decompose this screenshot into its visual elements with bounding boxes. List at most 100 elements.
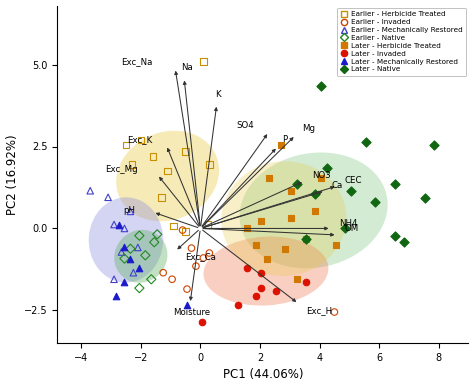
Point [127, 208, 134, 214]
Ellipse shape [239, 152, 388, 268]
Point [198, 319, 206, 325]
Point [430, 142, 438, 148]
Point [282, 246, 289, 252]
Point [317, 175, 325, 181]
Point [127, 255, 134, 262]
Point [371, 199, 378, 205]
Point [128, 161, 136, 168]
Point [136, 285, 143, 291]
Point [159, 270, 167, 276]
Point [127, 246, 134, 252]
Point [302, 236, 310, 242]
Ellipse shape [116, 131, 219, 221]
Point [206, 250, 213, 256]
Point [192, 263, 200, 269]
Y-axis label: PC2 (16.92%): PC2 (16.92%) [6, 134, 18, 215]
Point [362, 139, 370, 145]
Point [149, 153, 156, 159]
Point [302, 236, 310, 242]
Point [115, 221, 122, 228]
Point [293, 181, 301, 187]
Point [142, 252, 149, 259]
Point [121, 279, 128, 285]
Point [121, 225, 128, 231]
Ellipse shape [114, 230, 167, 283]
Point [277, 142, 284, 148]
Point [104, 194, 112, 200]
Point [164, 168, 172, 174]
Point [206, 161, 213, 168]
Text: Moisture: Moisture [173, 308, 210, 317]
Text: OM: OM [345, 224, 359, 233]
Point [121, 244, 128, 250]
Point [302, 279, 310, 285]
Ellipse shape [221, 161, 346, 276]
Text: P: P [283, 135, 287, 144]
Text: Exc_K: Exc_K [128, 135, 153, 144]
Point [136, 233, 143, 239]
Point [136, 265, 143, 272]
Point [110, 276, 118, 283]
Point [392, 181, 399, 187]
Point [121, 255, 128, 262]
Point [287, 188, 295, 194]
X-axis label: PC1 (44.06%): PC1 (44.06%) [223, 368, 303, 382]
Point [264, 255, 271, 262]
Point [317, 83, 325, 89]
Point [118, 249, 125, 255]
Point [129, 270, 137, 276]
Point [188, 245, 195, 251]
Point [110, 221, 118, 228]
Point [234, 302, 241, 308]
Text: NH4: NH4 [339, 219, 357, 228]
Point [200, 58, 207, 64]
Point [332, 242, 340, 248]
Point [112, 293, 119, 299]
Point [243, 265, 250, 272]
Point [293, 276, 301, 283]
Point [170, 223, 177, 229]
Text: pH: pH [123, 206, 135, 215]
Point [158, 194, 165, 200]
Ellipse shape [203, 236, 328, 306]
Point [134, 244, 142, 250]
Point [122, 142, 130, 148]
Point [258, 285, 265, 291]
Point [137, 137, 145, 143]
Point [200, 255, 207, 261]
Text: Exc_H: Exc_H [306, 306, 332, 315]
Ellipse shape [89, 197, 163, 283]
Point [265, 175, 273, 181]
Point [311, 191, 319, 197]
Point [347, 188, 355, 194]
Text: Exc_Ca: Exc_Ca [185, 252, 217, 261]
Point [182, 148, 189, 154]
Point [86, 188, 94, 194]
Point [252, 242, 259, 248]
Legend: Earlier - Herbicide Treated, Earlier - Invaded, Earlier - Mechanically Restored,: Earlier - Herbicide Treated, Earlier - I… [337, 8, 466, 76]
Text: Exc_Na: Exc_Na [121, 57, 153, 66]
Point [154, 231, 161, 238]
Point [421, 195, 429, 201]
Point [252, 293, 259, 299]
Point [183, 302, 191, 308]
Point [341, 225, 349, 231]
Text: Ca: Ca [331, 182, 343, 190]
Point [243, 225, 250, 231]
Point [182, 229, 189, 235]
Text: SO4: SO4 [236, 121, 254, 130]
Point [258, 270, 265, 276]
Point [311, 208, 319, 214]
Point [331, 309, 338, 315]
Point [323, 165, 331, 171]
Point [204, 221, 212, 228]
Point [179, 227, 186, 233]
Text: Mg: Mg [301, 124, 315, 133]
Point [401, 239, 408, 245]
Point [287, 215, 295, 221]
Point [183, 286, 191, 292]
Point [147, 276, 155, 283]
Text: CEC: CEC [345, 176, 362, 185]
Point [168, 276, 176, 283]
Text: NO3: NO3 [312, 171, 331, 180]
